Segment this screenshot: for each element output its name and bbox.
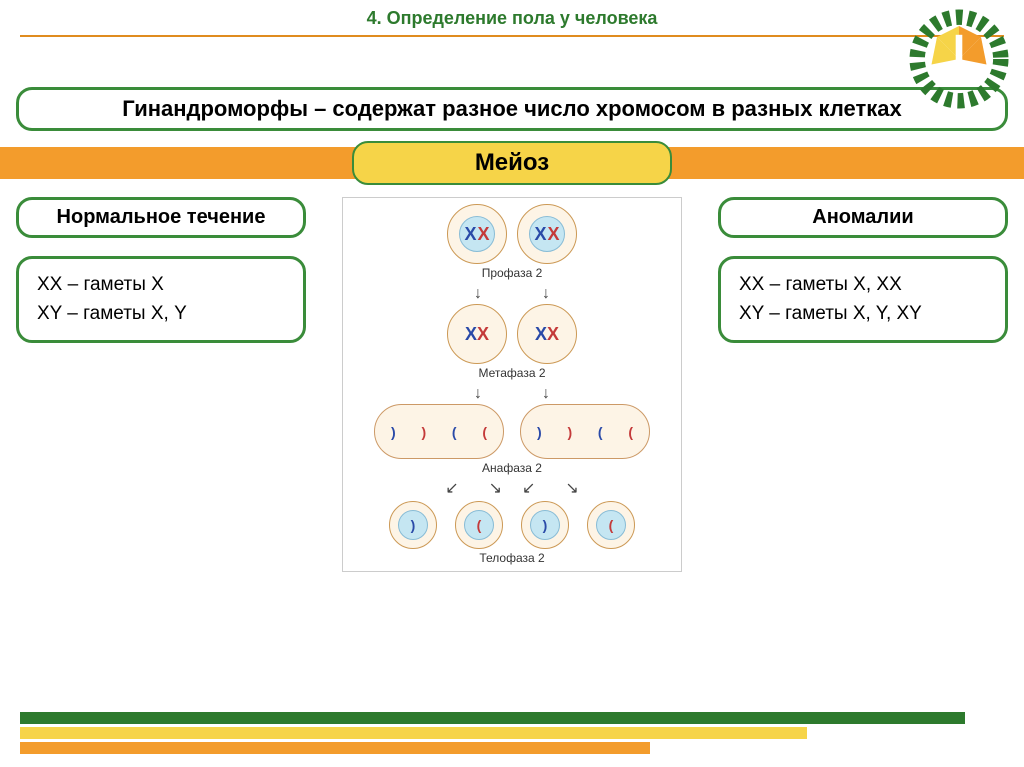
arrow-diag-icon: ↙ — [522, 481, 535, 497]
chromatid-icon: ( — [482, 424, 487, 440]
split-group: ↙ ↘ — [522, 481, 579, 497]
chromosome-icon: X — [465, 324, 477, 345]
prophase-row: X X X X — [343, 204, 681, 264]
col-left: Нормальное течение ХХ – гаметы Х XY – га… — [16, 197, 306, 572]
footer-bar — [20, 742, 650, 754]
col-right: Аномалии ХХ – гаметы Х, ХХ XY – гаметы X… — [718, 197, 1008, 572]
arrow-diag-icon: ↘ — [565, 481, 578, 497]
chromatid-icon: ) — [567, 424, 572, 440]
telophase-row: ) ( ) ( — [343, 501, 681, 549]
chromatid-icon: ( — [628, 424, 633, 440]
nucleus: X X — [529, 216, 565, 252]
chromatid-icon: ) — [421, 424, 426, 440]
cell: ) — [389, 501, 437, 549]
col-center: X X X X Профаза 2 ↓ ↓ X — [318, 197, 706, 572]
arrow-row: ↓ ↓ — [343, 286, 681, 302]
chromatid-icon: ( — [598, 424, 603, 440]
chromatid-icon: ) — [537, 424, 542, 440]
split-arrow-row: ↙ ↘ ↙ ↘ — [343, 481, 681, 497]
phase-label-metaphase: Метафаза 2 — [343, 366, 681, 380]
left-line1: ХХ – гаметы Х — [37, 271, 285, 300]
meiosis-band: Мейоз — [0, 139, 1024, 187]
cell: X X — [447, 304, 507, 364]
header-rule — [20, 35, 1004, 37]
nucleus: ( — [464, 510, 494, 540]
cell: ( — [587, 501, 635, 549]
anaphase-cell: ) ) ( ( — [374, 404, 504, 459]
nucleus: X X — [459, 216, 495, 252]
meiosis-diagram: X X X X Профаза 2 ↓ ↓ X — [342, 197, 682, 572]
logo-badge — [904, 4, 1014, 114]
columns: Нормальное течение ХХ – гаметы Х XY – га… — [0, 197, 1024, 572]
arrow-diag-icon: ↘ — [489, 481, 502, 497]
arrow-row: ↓ ↓ — [343, 386, 681, 402]
cell: ) — [521, 501, 569, 549]
chromosome-icon: X — [478, 224, 490, 245]
footer-bar — [20, 727, 807, 739]
definition-box: Гинандроморфы – содержат разное число хр… — [16, 87, 1008, 131]
chromatid-icon: ( — [477, 517, 482, 533]
left-heading: Нормальное течение — [16, 197, 306, 238]
anaphase-cell: ) ) ( ( — [520, 404, 650, 459]
right-heading: Аномалии — [718, 197, 1008, 238]
cell: X X — [517, 304, 577, 364]
split-group: ↙ ↘ — [445, 481, 502, 497]
arrow-down-icon: ↓ — [474, 386, 482, 402]
chromosome-icon: X — [535, 324, 547, 345]
phase-label-anaphase: Анафаза 2 — [343, 461, 681, 475]
right-line2: XY – гаметы X, Y, XY — [739, 300, 987, 329]
cell: X X — [517, 204, 577, 264]
chromosome-icon: X — [464, 224, 476, 245]
chromosome-icon: X — [534, 224, 546, 245]
chromatid-icon: ) — [391, 424, 396, 440]
arrow-down-icon: ↓ — [542, 286, 550, 302]
chromatid-icon: ( — [452, 424, 457, 440]
right-content: ХХ – гаметы Х, ХХ XY – гаметы X, Y, XY — [718, 256, 1008, 343]
cell: ( — [455, 501, 503, 549]
footer-bar — [20, 712, 965, 724]
anaphase-row: ) ) ( ( ) ) ( ( — [343, 404, 681, 459]
phase-label-telophase: Телофаза 2 — [343, 551, 681, 565]
arrow-down-icon: ↓ — [542, 386, 550, 402]
cell: X X — [447, 204, 507, 264]
footer-bars — [20, 712, 1004, 757]
nucleus: ) — [398, 510, 428, 540]
nucleus: ) — [530, 510, 560, 540]
left-content: ХХ – гаметы Х XY – гаметы Х, Y — [16, 256, 306, 343]
chromosome-icon: X — [477, 324, 489, 345]
left-line2: XY – гаметы Х, Y — [37, 300, 285, 329]
arrow-diag-icon: ↙ — [445, 481, 458, 497]
chromatid-icon: ) — [543, 517, 548, 533]
page-title: 4. Определение пола у человека — [0, 0, 1024, 35]
metaphase-row: X X X X — [343, 304, 681, 364]
chromatid-icon: ( — [609, 517, 614, 533]
right-line1: ХХ – гаметы Х, ХХ — [739, 271, 987, 300]
arrow-down-icon: ↓ — [474, 286, 482, 302]
meiosis-label-box: Мейоз — [352, 141, 672, 185]
chromatid-icon: ) — [411, 517, 416, 533]
nucleus: ( — [596, 510, 626, 540]
phase-label-prophase: Профаза 2 — [343, 266, 681, 280]
chromosome-icon: X — [547, 324, 559, 345]
chromosome-icon: X — [548, 224, 560, 245]
